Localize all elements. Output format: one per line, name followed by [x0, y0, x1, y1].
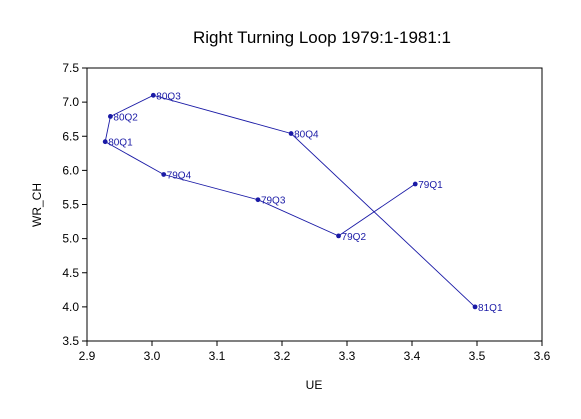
data-point-81q1 — [472, 304, 478, 310]
x-tick-label: 3.0 — [144, 349, 161, 363]
y-tick-label: 6.0 — [62, 163, 79, 177]
data-label-79q2: 79Q2 — [342, 232, 367, 243]
plot-area — [86, 67, 543, 342]
y-tick-label: 4.0 — [62, 300, 79, 314]
x-axis-label: UE — [306, 378, 323, 392]
x-tick-label: 3.4 — [404, 349, 421, 363]
data-point-80q2 — [108, 114, 113, 119]
y-tick-label: 5.5 — [62, 198, 79, 212]
x-axis: 2.9 3.0 3.1 3.2 3.3 3.4 3.5 3.6 — [79, 341, 551, 363]
data-label-80q1: 80Q1 — [108, 138, 133, 149]
data-label-80q3: 80Q3 — [156, 91, 181, 102]
y-tick-label: 7.5 — [62, 61, 79, 75]
series-line — [104, 94, 476, 308]
data-label-81q1: 81Q1 — [478, 303, 503, 314]
data-label-79q4: 79Q4 — [167, 170, 192, 181]
data-point-79q1 — [412, 181, 418, 187]
data-point-80q4 — [288, 131, 294, 136]
y-axis-label: WR_CH — [30, 183, 44, 227]
data-point-80q3 — [150, 92, 156, 98]
x-tick-label: 3.5 — [469, 349, 486, 363]
y-tick-label: 4.5 — [62, 266, 79, 280]
data-point-79q3 — [255, 197, 261, 203]
x-tick-label: 3.2 — [274, 349, 291, 363]
y-tick-label: 3.5 — [62, 334, 79, 348]
data-point-80q1 — [102, 139, 108, 145]
x-tick-label: 2.9 — [79, 349, 96, 363]
x-tick-label: 3.3 — [339, 349, 356, 363]
y-tick-label: 6.5 — [62, 129, 79, 143]
data-points: 79Q1 79Q2 79Q3 79Q4 80Q1 80Q2 80Q3 80Q4 81Q1 — [102, 91, 503, 314]
data-point-79q4 — [161, 172, 167, 177]
data-label-79q3: 79Q3 — [261, 196, 286, 207]
y-tick-label: 5.0 — [62, 232, 79, 246]
y-axis: 3.5 4.0 4.5 5.0 5.5 6.0 6.5 7.0 7.5 — [62, 61, 87, 348]
x-tick-label: 3.6 — [534, 349, 551, 363]
data-label-80q2: 80Q2 — [113, 112, 138, 123]
chart-title: Right Turning Loop 1979:1-1981:1 — [193, 28, 451, 47]
data-label-79q1: 79Q1 — [418, 180, 443, 191]
data-label-80q4: 80Q4 — [294, 130, 319, 141]
x-tick-label: 3.1 — [209, 349, 226, 363]
y-tick-label: 7.0 — [62, 95, 79, 109]
data-point-79q2 — [336, 233, 341, 239]
